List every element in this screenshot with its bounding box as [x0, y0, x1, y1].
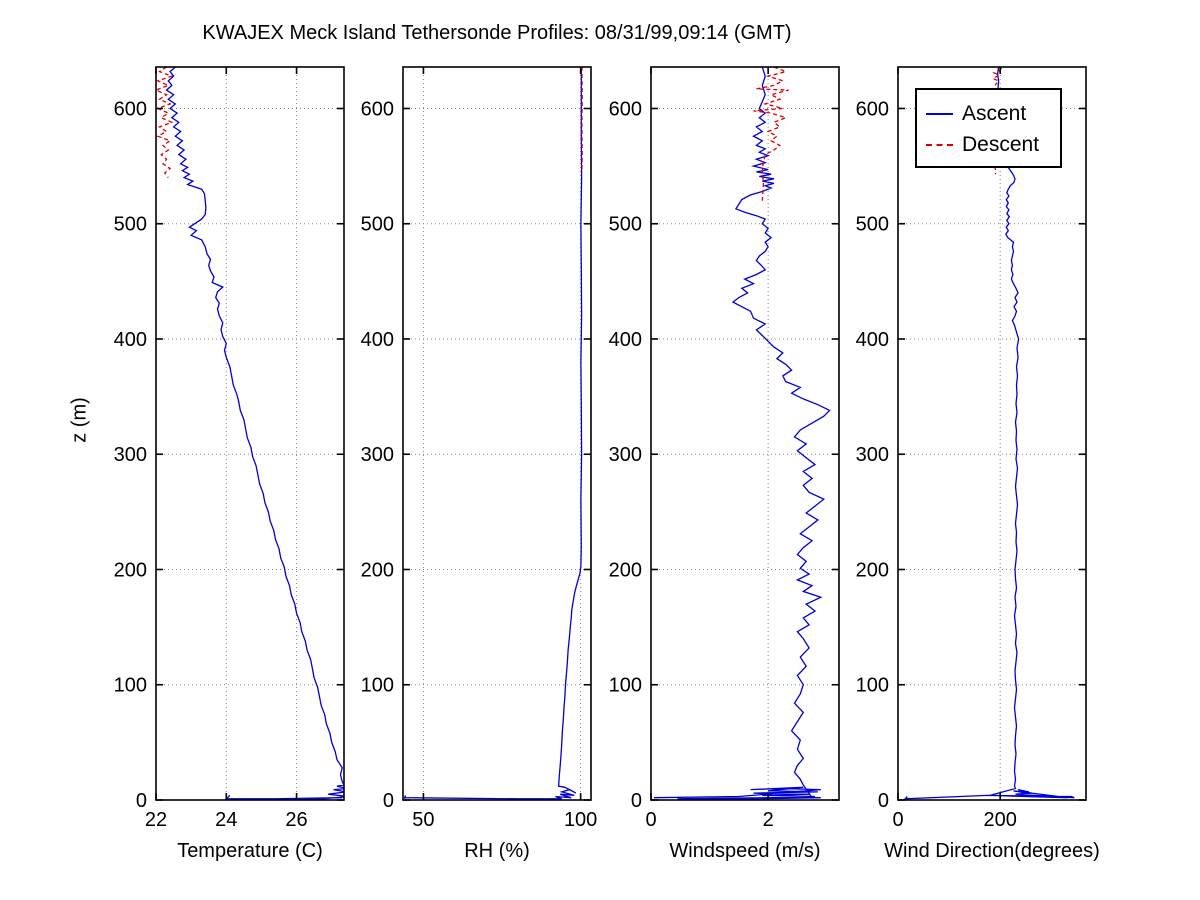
y-tick-label: 200 — [114, 559, 147, 581]
y-tick-label: 0 — [631, 790, 642, 812]
temperature-plot: 22 24 26 0 100 200 300 400 500 600 — [114, 66, 345, 831]
ascent-line-sample — [926, 112, 953, 115]
legend-entry-descent: Descent — [926, 129, 1051, 160]
ascent-line — [903, 67, 1075, 800]
y-tick-label: 600 — [609, 98, 642, 120]
x-tick-label: 50 — [412, 809, 434, 831]
x-axis-label-rh: RH (%) — [464, 840, 530, 862]
y-tick-label: 100 — [361, 675, 394, 697]
windspeed-plot: 0 2 0 100 200 300 400 500 600 — [609, 66, 840, 831]
x-axis-label-temperature: Temperature (C) — [177, 840, 323, 862]
legend-label-descent: Descent — [962, 133, 1040, 156]
x-tick-label: 100 — [564, 809, 597, 831]
axes-box — [650, 66, 840, 801]
x-tick-label: 200 — [983, 809, 1016, 831]
descent-line — [753, 67, 789, 201]
chart-title: KWAJEX Meck Island Tethersonde Profiles:… — [202, 22, 792, 44]
y-tick-label: 300 — [856, 444, 889, 466]
y-tick-label: 100 — [114, 675, 147, 697]
y-tick-label: 500 — [114, 214, 147, 236]
y-tick-label: 600 — [856, 98, 889, 120]
y-tick-label: 0 — [136, 790, 147, 812]
y-tick-label: 200 — [856, 559, 889, 581]
rh-plot: 50 100 0 100 200 300 400 500 600 — [361, 66, 597, 831]
x-axis-label-windspeed: Windspeed (m/s) — [669, 840, 821, 862]
y-tick-label: 100 — [609, 675, 642, 697]
x-tick-label: 0 — [892, 809, 903, 831]
y-tick-label: 500 — [609, 214, 642, 236]
x-tick-label: 24 — [215, 809, 237, 831]
y-tick-label: 0 — [878, 790, 889, 812]
y-tick-label: 0 — [383, 790, 394, 812]
y-tick-label: 200 — [609, 559, 642, 581]
y-tick-label: 300 — [114, 444, 147, 466]
y-tick-label: 400 — [361, 329, 394, 351]
y-tick-label: 600 — [114, 98, 147, 120]
axes-box — [897, 66, 1087, 801]
ascent-line — [165, 67, 344, 800]
x-axis-label-wind-direction: Wind Direction(degrees) — [884, 840, 1100, 862]
legend: Ascent Descent — [915, 88, 1062, 168]
legend-label-ascent: Ascent — [962, 102, 1027, 125]
y-tick-label: 500 — [856, 214, 889, 236]
y-tick-label: 100 — [856, 675, 889, 697]
y-tick-label: 400 — [114, 329, 147, 351]
ascent-line — [403, 67, 583, 800]
axes-box — [155, 66, 345, 801]
y-tick-label: 300 — [361, 444, 394, 466]
y-tick-label: 300 — [609, 444, 642, 466]
ascent-line — [653, 67, 831, 800]
x-tick-label: 2 — [763, 809, 774, 831]
y-tick-label: 500 — [361, 214, 394, 236]
x-tick-label: 0 — [645, 809, 656, 831]
y-tick-label: 600 — [361, 98, 394, 120]
x-tick-label: 22 — [145, 809, 167, 831]
y-tick-label: 400 — [609, 329, 642, 351]
y-tick-label: 400 — [856, 329, 889, 351]
wind-direction-plot: 0 200 0 100 200 300 400 500 600 — [856, 66, 1087, 831]
x-tick-label: 26 — [285, 809, 307, 831]
descent-line-sample — [926, 143, 953, 146]
descent-line — [156, 67, 174, 178]
y-tick-label: 200 — [361, 559, 394, 581]
legend-entry-ascent: Ascent — [926, 98, 1051, 129]
axes-box — [402, 66, 592, 801]
